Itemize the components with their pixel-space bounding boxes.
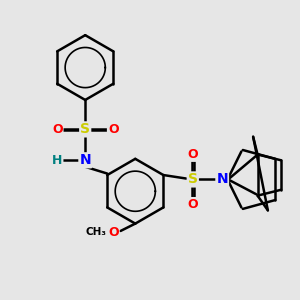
Text: CH₃: CH₃ bbox=[85, 227, 106, 237]
Text: O: O bbox=[188, 148, 198, 161]
Text: S: S bbox=[80, 122, 90, 136]
Text: O: O bbox=[108, 123, 119, 136]
Text: N: N bbox=[216, 172, 228, 186]
Text: O: O bbox=[188, 198, 198, 211]
Text: H: H bbox=[52, 154, 62, 167]
Text: S: S bbox=[188, 172, 198, 186]
Text: O: O bbox=[108, 226, 119, 239]
Text: N: N bbox=[80, 153, 91, 167]
Text: O: O bbox=[52, 123, 63, 136]
